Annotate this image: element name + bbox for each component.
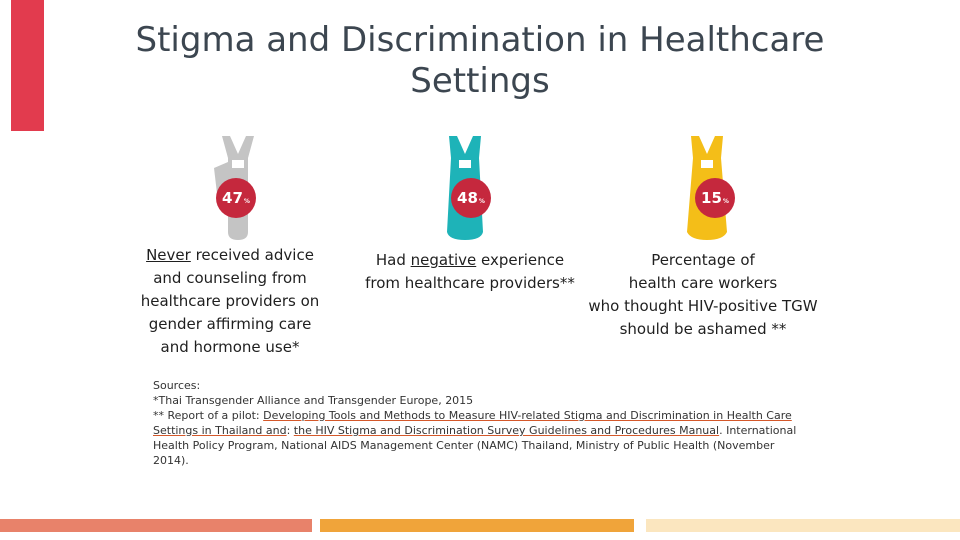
stat-unit-1: % bbox=[243, 197, 250, 205]
caption-3-line3: who thought HIV-positive TGW bbox=[588, 297, 818, 315]
caption-1-line5: and hormone use* bbox=[160, 338, 300, 356]
caption-3-line2: health care workers bbox=[628, 274, 778, 292]
sources-line2-suffix: . International Health Policy Program, N… bbox=[153, 424, 797, 467]
page-title-line2: Settings bbox=[410, 61, 550, 101]
footer-bar-salmon bbox=[0, 519, 312, 532]
accent-side-bar bbox=[11, 0, 44, 131]
stat-value-3: 15 bbox=[701, 189, 722, 207]
stat-badge-3: 15% bbox=[695, 178, 735, 218]
stat-value-1: 47 bbox=[222, 189, 243, 207]
stat-caption-2: Had negative experience from healthcare … bbox=[352, 249, 588, 295]
stat-badge-2: 48% bbox=[451, 178, 491, 218]
footer-bar-cream bbox=[646, 519, 960, 532]
caption-1-line1: received advice bbox=[190, 246, 314, 264]
page-title-line1: Stigma and Discrimination in Healthcare bbox=[135, 20, 825, 60]
sources-block: Sources: *Thai Transgender Alliance and … bbox=[153, 378, 813, 468]
stat-caption-3: Percentage of health care workers who th… bbox=[578, 249, 828, 341]
caption-2-had: Had bbox=[375, 251, 411, 269]
stat-unit-2: % bbox=[478, 197, 485, 205]
stat-unit-3: % bbox=[722, 197, 729, 205]
sources-line1: *Thai Transgender Alliance and Transgend… bbox=[153, 394, 474, 407]
stat-caption-1: Never received advice and counseling fro… bbox=[120, 244, 340, 359]
caption-2-line2: from healthcare providers** bbox=[365, 274, 575, 292]
sources-separator: : bbox=[286, 424, 294, 437]
caption-2-experience: experience bbox=[476, 251, 565, 269]
caption-3-line4: should be ashamed ** bbox=[619, 320, 787, 338]
footer-bar-orange bbox=[320, 519, 634, 532]
page-title: Stigma and Discrimination in Healthcare … bbox=[80, 20, 880, 102]
stat-badge-1: 47% bbox=[216, 178, 256, 218]
sources-line2: ** Report of a pilot: Developing Tools a… bbox=[153, 408, 813, 468]
caption-2-negative: negative bbox=[410, 251, 477, 269]
caption-1-line4: gender affirming care bbox=[148, 315, 312, 333]
source-link-survey-manual[interactable]: the HIV Stigma and Discrimination Survey… bbox=[293, 424, 720, 437]
caption-3-line1: Percentage of bbox=[651, 251, 755, 269]
source-link-pilot-report[interactable]: Developing Tools and Methods to Measure … bbox=[153, 409, 792, 437]
caption-1-line3: healthcare providers on bbox=[140, 292, 320, 310]
sources-heading: Sources: bbox=[153, 379, 201, 392]
sources-line2-prefix: ** Report of a pilot: bbox=[153, 409, 264, 422]
caption-1-never: Never bbox=[146, 246, 191, 264]
stat-value-2: 48 bbox=[457, 189, 478, 207]
caption-1-line2: and counseling from bbox=[153, 269, 307, 287]
